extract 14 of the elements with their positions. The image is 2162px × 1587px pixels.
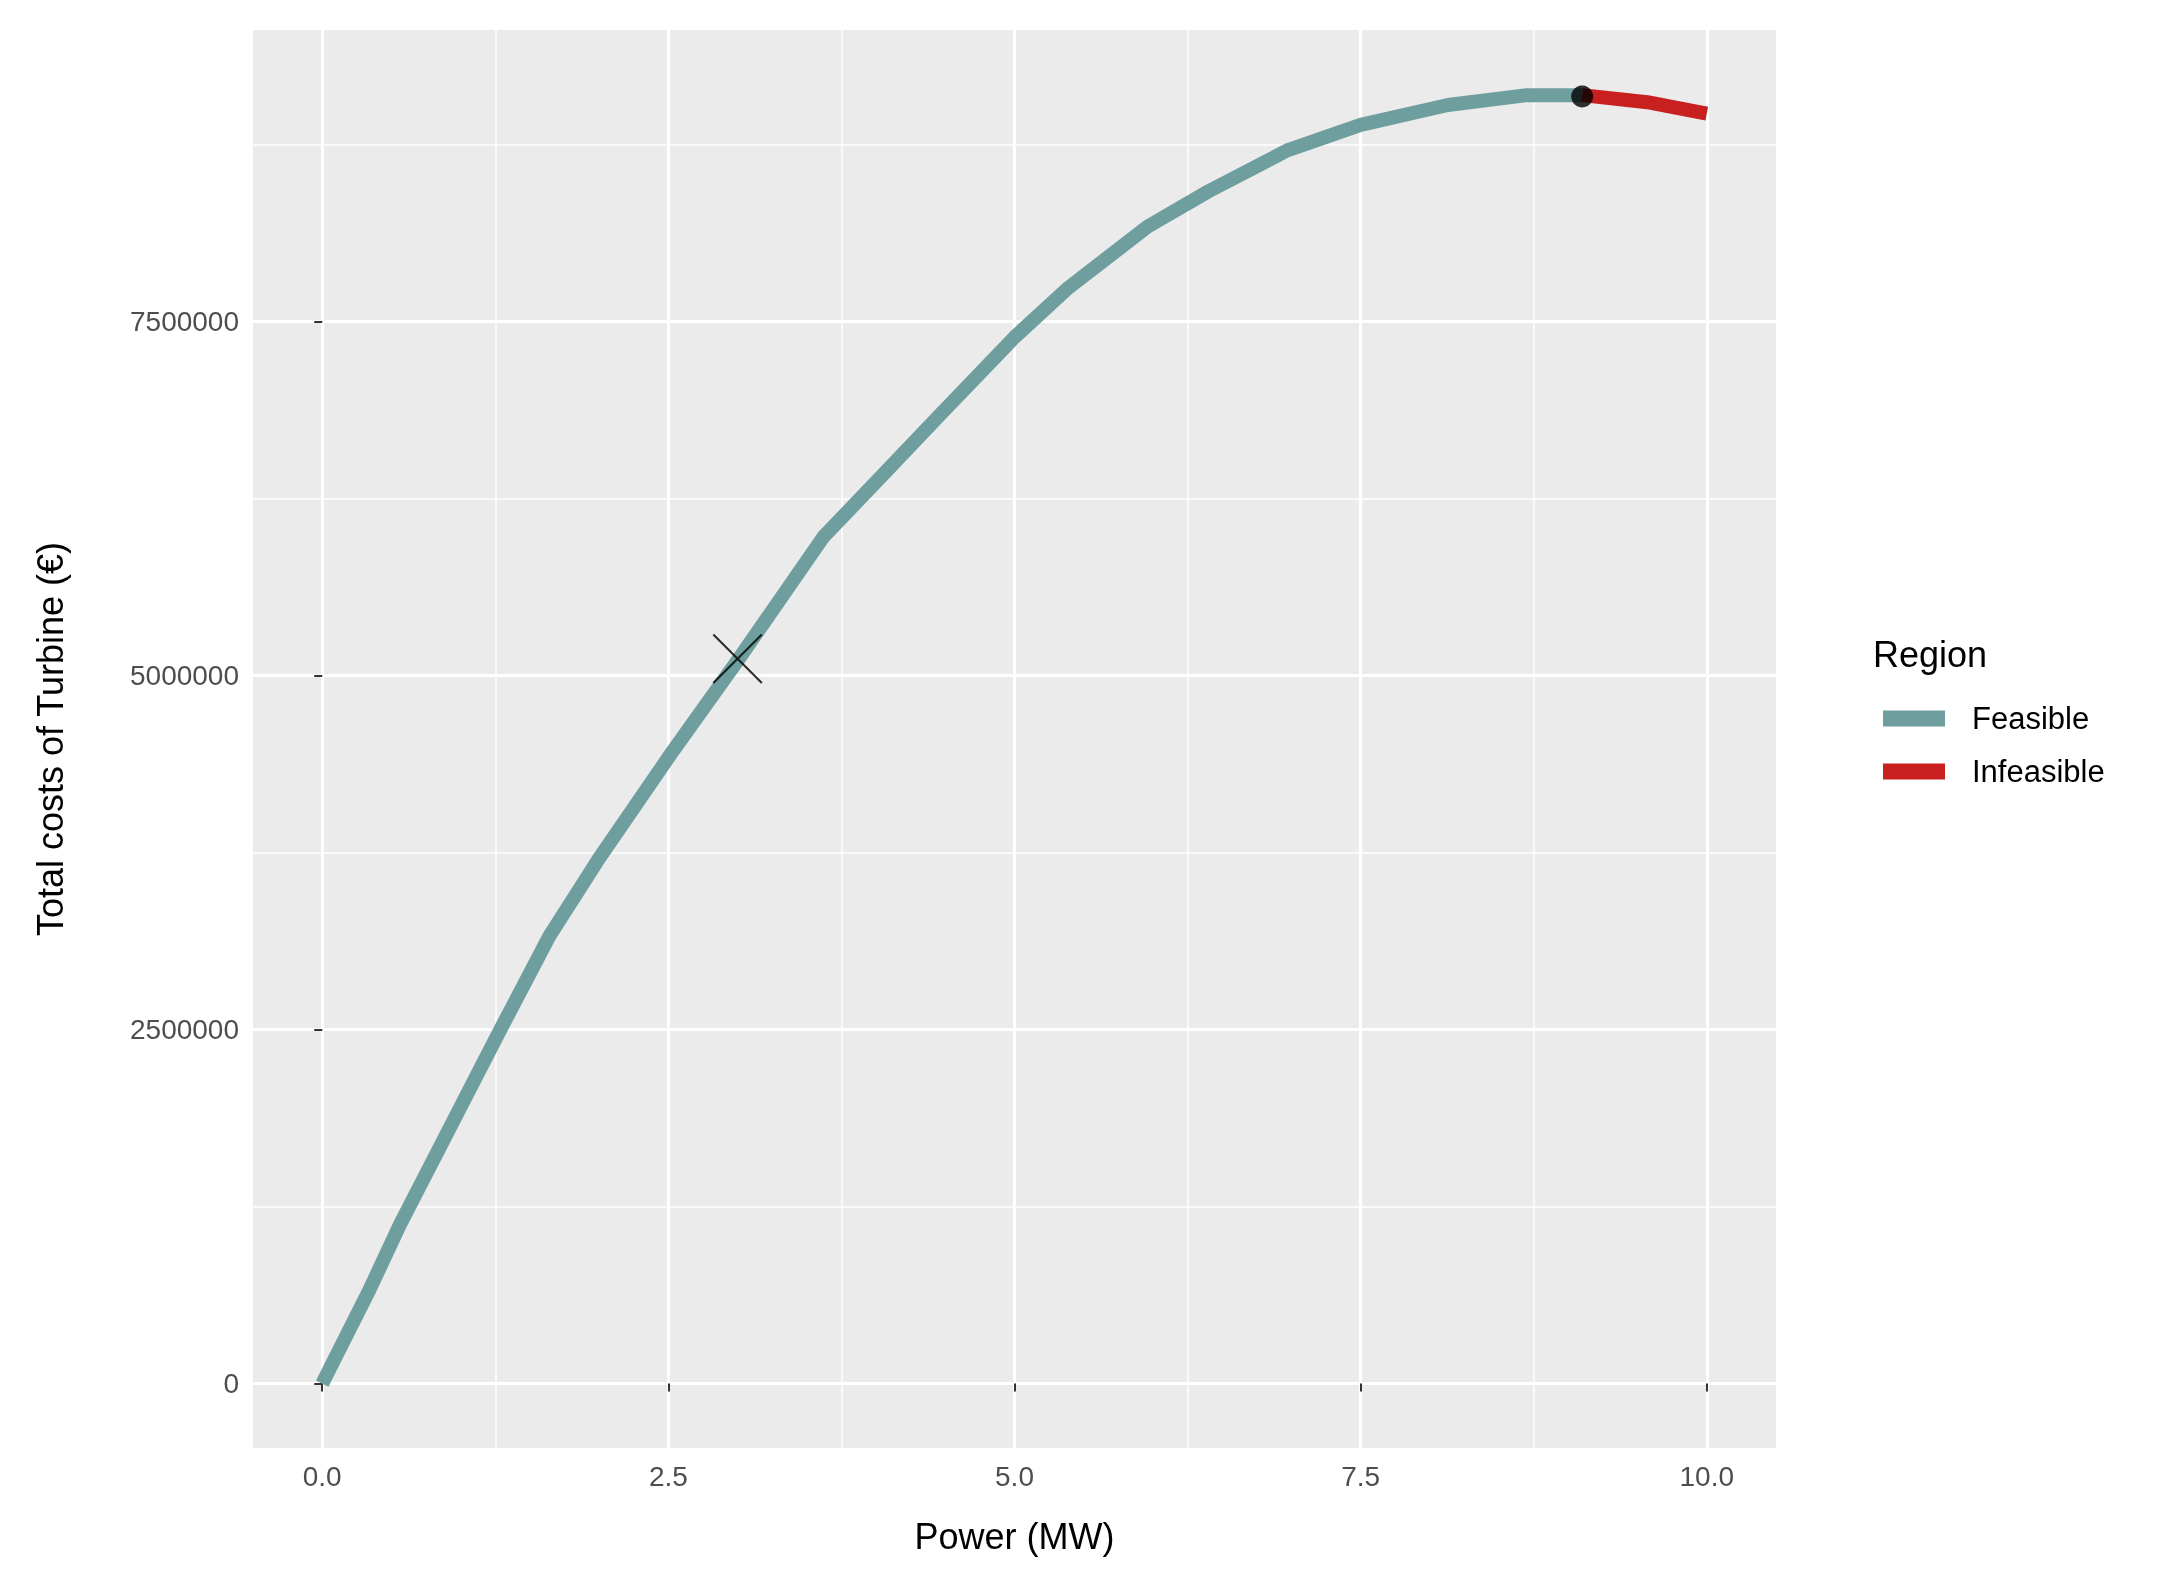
legend-label: Feasible bbox=[1972, 701, 2090, 736]
y-axis-title: Total costs of Turbine (€) bbox=[29, 541, 71, 937]
y-tick-label: 7500000 bbox=[129, 306, 239, 338]
x-tick-label: 10.0 bbox=[1679, 1460, 1735, 1492]
y-tick-label: 0 bbox=[223, 1368, 239, 1400]
legend-title: Region bbox=[1873, 633, 1988, 675]
y-tick-label: 5000000 bbox=[129, 660, 239, 692]
x-tick-label: 0.0 bbox=[302, 1460, 342, 1492]
x-axis-title: Power (MW) bbox=[914, 1515, 1115, 1557]
x-tick-label: 7.5 bbox=[1341, 1460, 1381, 1492]
y-tick-label: 2500000 bbox=[129, 1014, 239, 1046]
x-tick-label: 2.5 bbox=[648, 1460, 688, 1492]
x-tick-label: 5.0 bbox=[995, 1460, 1034, 1492]
legend-label: Infeasible bbox=[1972, 754, 2105, 789]
